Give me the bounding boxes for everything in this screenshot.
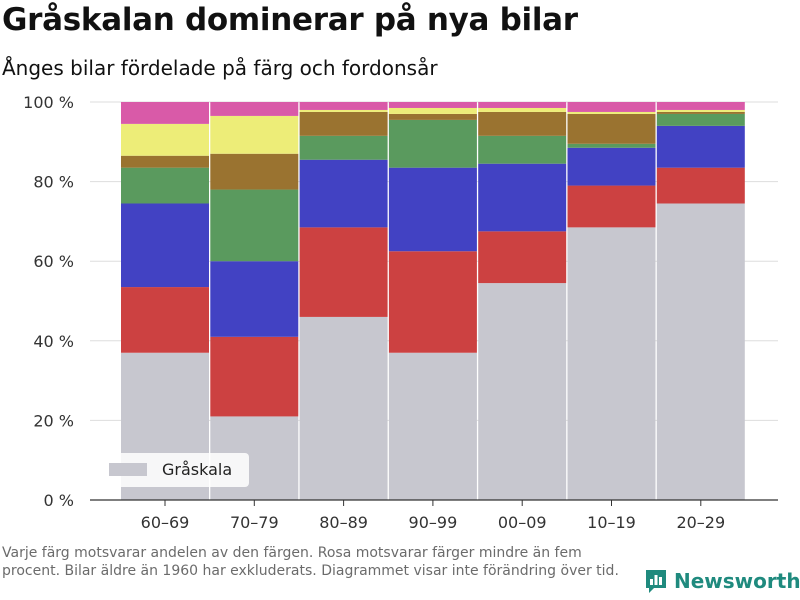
bar-segment bbox=[210, 261, 299, 337]
bar-segment bbox=[656, 203, 745, 501]
bar-segment bbox=[121, 123, 209, 156]
bar-segment bbox=[478, 163, 567, 232]
bar-segment bbox=[656, 167, 745, 204]
bar-segment bbox=[478, 107, 567, 112]
bar-segment bbox=[478, 135, 567, 164]
bar-segment bbox=[210, 102, 299, 116]
bar-segment bbox=[121, 155, 209, 168]
bar-segment bbox=[656, 111, 745, 114]
bar-chart-logo-icon bbox=[646, 570, 666, 593]
bar-segment bbox=[567, 102, 656, 112]
bar-segment bbox=[567, 227, 656, 500]
brand-logo: Newsworthy bbox=[644, 568, 800, 594]
bar-segment bbox=[210, 189, 299, 262]
bar-segment bbox=[210, 336, 299, 417]
bar-segment bbox=[299, 227, 388, 317]
bar-segment bbox=[299, 102, 388, 110]
y-tick-label: 0 % bbox=[44, 491, 74, 510]
bar-segment bbox=[299, 111, 388, 136]
x-tick-label: 10–19 bbox=[587, 513, 636, 532]
legend-swatch bbox=[109, 463, 147, 476]
y-tick-label: 80 % bbox=[33, 173, 74, 192]
y-tick-label: 20 % bbox=[33, 411, 74, 430]
bar-segment bbox=[299, 109, 388, 112]
legend-box bbox=[101, 453, 249, 487]
bar-segment bbox=[656, 102, 745, 110]
bar-segment bbox=[478, 111, 567, 136]
bar-segment bbox=[388, 251, 477, 353]
y-tick-label: 100 % bbox=[23, 93, 74, 112]
bar-segment bbox=[567, 113, 656, 144]
bar-segment bbox=[656, 109, 745, 112]
x-tick-label: 20–29 bbox=[676, 513, 725, 532]
bar-segment bbox=[299, 159, 388, 228]
legend-label: Gråskala bbox=[162, 460, 232, 479]
bar-segment bbox=[388, 119, 477, 168]
x-tick-label: 00–09 bbox=[498, 513, 547, 532]
bar-segment bbox=[567, 147, 656, 186]
chart-subtitle: Ånges bilar fördelade på färg och fordon… bbox=[2, 56, 438, 80]
chart-title: Gråskalan dominerar på nya bilar bbox=[2, 2, 578, 38]
bar-segment bbox=[567, 111, 656, 114]
bar-segment bbox=[299, 316, 388, 500]
bar-segment bbox=[388, 102, 477, 108]
bar-segment bbox=[388, 113, 477, 120]
bar-segment bbox=[388, 167, 477, 252]
bar-segment bbox=[478, 283, 567, 500]
bar-segment bbox=[121, 167, 209, 204]
bar-segment bbox=[567, 143, 656, 148]
bar-segment bbox=[121, 203, 209, 288]
x-tick-label: 90–99 bbox=[409, 513, 458, 532]
stacked-bar-chart: 0 % 20 % 40 % 60 % 80 % 100 % 60–69 70–79 80–89 9… bbox=[23, 93, 778, 532]
bar-segment bbox=[567, 185, 656, 228]
bar-segment bbox=[121, 102, 209, 124]
bar-segment bbox=[299, 135, 388, 160]
bar-segment bbox=[656, 113, 745, 126]
footnote: Varje färg motsvarar andelen av den färg… bbox=[2, 545, 619, 579]
bar-segment bbox=[388, 352, 477, 500]
brand-name: Newsworthy bbox=[674, 569, 800, 593]
y-tick-label: 60 % bbox=[33, 252, 74, 271]
x-tick-label: 80–89 bbox=[319, 513, 368, 532]
bar-segment bbox=[121, 287, 209, 353]
bar-segment bbox=[478, 102, 567, 108]
bar-segment bbox=[210, 153, 299, 190]
bar-segment bbox=[210, 115, 299, 154]
x-tick-label: 70–79 bbox=[230, 513, 279, 532]
bar-segment bbox=[656, 125, 745, 168]
x-tick-label: 60–69 bbox=[141, 513, 190, 532]
bar-segment bbox=[388, 107, 477, 114]
bar-segment bbox=[478, 231, 567, 284]
y-tick-label: 40 % bbox=[33, 332, 74, 351]
